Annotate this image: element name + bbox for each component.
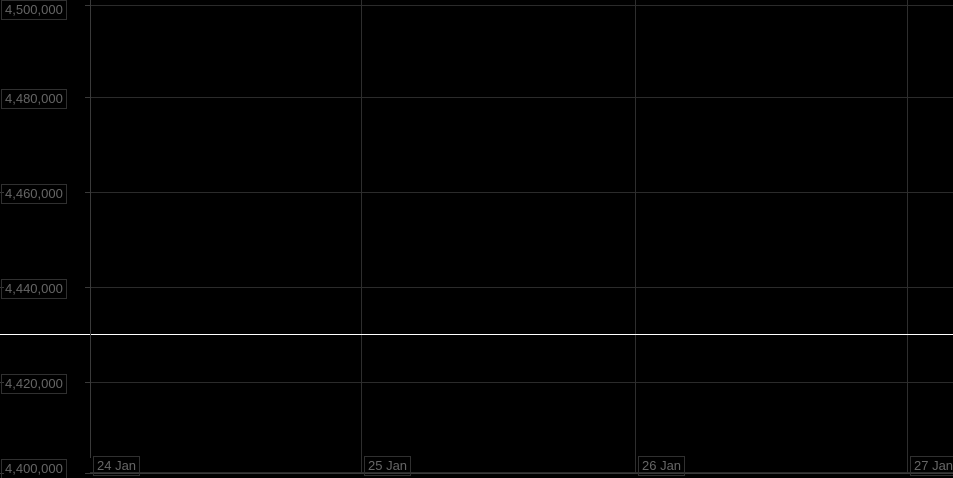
highlight-rule bbox=[0, 334, 953, 335]
gridline-horizontal bbox=[90, 97, 953, 98]
y-tick-mark bbox=[85, 192, 91, 193]
x-axis-label: 25 Jan bbox=[364, 456, 412, 476]
gridline-vertical bbox=[361, 0, 362, 473]
gridline-vertical bbox=[907, 0, 908, 473]
y-tick-mark bbox=[85, 97, 91, 98]
plot-area[interactable] bbox=[90, 0, 953, 473]
y-axis-label: 4,440,000 bbox=[1, 279, 67, 299]
gridline-horizontal bbox=[90, 5, 953, 6]
y-axis-label: 4,420,000 bbox=[1, 374, 67, 394]
gridline-horizontal bbox=[90, 287, 953, 288]
y-axis-label: 4,480,000 bbox=[1, 89, 67, 109]
y-axis-label: 4,500,000 bbox=[1, 0, 67, 20]
gridline-horizontal bbox=[90, 382, 953, 383]
y-axis-line bbox=[90, 0, 91, 458]
y-axis-label: 4,400,000 bbox=[1, 459, 67, 478]
y-tick-mark-outer bbox=[0, 382, 4, 383]
gridline-horizontal bbox=[90, 192, 953, 193]
y-axis-label: 4,460,000 bbox=[1, 184, 67, 204]
y-tick-mark-outer bbox=[0, 192, 4, 193]
y-tick-mark-outer bbox=[0, 473, 4, 474]
x-axis-label: 26 Jan bbox=[638, 456, 686, 476]
gridline-horizontal bbox=[90, 472, 953, 473]
y-tick-mark bbox=[85, 473, 91, 474]
y-tick-mark bbox=[85, 287, 91, 288]
x-axis-label: 27 Jan bbox=[910, 456, 953, 476]
y-tick-mark bbox=[85, 382, 91, 383]
y-tick-mark bbox=[85, 5, 91, 6]
x-axis-label: 24 Jan bbox=[93, 456, 141, 476]
x-axis-line bbox=[90, 473, 953, 474]
y-tick-mark-outer bbox=[0, 287, 4, 288]
gridline-vertical bbox=[635, 0, 636, 473]
